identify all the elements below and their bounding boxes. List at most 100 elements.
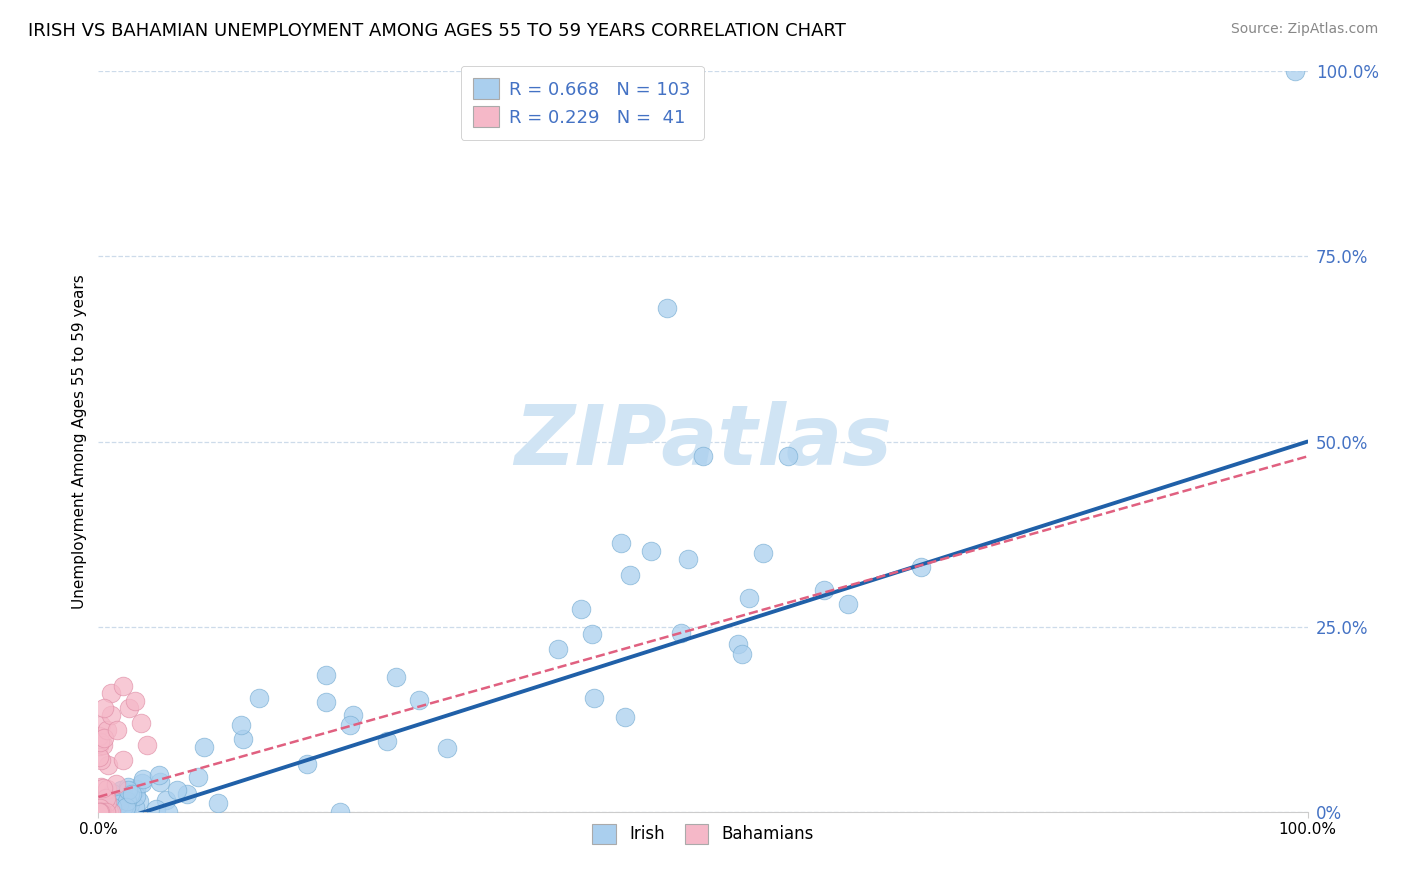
Point <box>90 804 112 818</box>
Point <box>676 551 699 566</box>
Point <box>93 731 115 745</box>
Point <box>342 708 364 723</box>
Point <box>87 799 110 814</box>
Point <box>155 792 177 806</box>
Point <box>752 546 775 560</box>
Point <box>105 800 128 814</box>
Point <box>124 694 146 708</box>
Point <box>124 800 146 814</box>
Point <box>105 805 128 819</box>
Point <box>93 805 115 819</box>
Point <box>98 805 121 819</box>
Point <box>110 782 132 797</box>
Point <box>125 781 148 796</box>
Point <box>89 805 111 819</box>
Point <box>87 739 110 753</box>
Point <box>107 797 129 812</box>
Point <box>117 782 139 797</box>
Point <box>91 793 114 807</box>
Point <box>90 718 112 732</box>
Point <box>96 782 118 797</box>
Point <box>229 718 252 732</box>
Point <box>125 789 148 804</box>
Point <box>89 805 111 819</box>
Point <box>98 805 121 819</box>
Point <box>610 536 633 550</box>
Point <box>738 591 761 606</box>
Point <box>91 738 114 752</box>
Point <box>94 805 117 819</box>
Point <box>776 450 799 464</box>
Point <box>118 787 141 801</box>
Point <box>89 749 111 764</box>
Point <box>111 753 134 767</box>
Point <box>375 734 398 748</box>
Point <box>91 805 114 819</box>
Point <box>89 805 111 819</box>
Point <box>100 800 122 814</box>
Point <box>90 805 112 819</box>
Point <box>89 805 111 819</box>
Point <box>640 544 662 558</box>
Point <box>87 805 110 819</box>
Point <box>111 783 134 797</box>
Point <box>547 641 569 656</box>
Point <box>187 770 209 784</box>
Point <box>93 780 115 795</box>
Point <box>100 805 122 819</box>
Point <box>100 708 122 723</box>
Point <box>581 626 603 640</box>
Point <box>90 780 112 794</box>
Point <box>207 797 229 811</box>
Point <box>111 805 134 819</box>
Legend: Irish, Bahamians: Irish, Bahamians <box>581 813 825 855</box>
Point <box>813 582 835 597</box>
Point <box>910 560 932 574</box>
Point <box>315 668 337 682</box>
Point <box>94 791 117 805</box>
Point <box>232 731 254 746</box>
Point <box>583 691 606 706</box>
Point <box>98 799 121 814</box>
Point <box>128 794 150 808</box>
Point <box>1284 64 1306 78</box>
Point <box>110 797 132 811</box>
Point <box>107 797 129 811</box>
Point <box>91 805 114 819</box>
Text: IRISH VS BAHAMIAN UNEMPLOYMENT AMONG AGES 55 TO 59 YEARS CORRELATION CHART: IRISH VS BAHAMIAN UNEMPLOYMENT AMONG AGE… <box>28 22 846 40</box>
Point <box>98 804 121 818</box>
Point <box>295 757 318 772</box>
Point <box>96 795 118 809</box>
Point <box>91 805 114 819</box>
Point <box>131 776 153 790</box>
Point <box>112 801 135 815</box>
Point <box>101 803 124 817</box>
Point <box>94 805 117 819</box>
Point <box>96 794 118 808</box>
Point <box>145 802 167 816</box>
Point <box>328 805 350 819</box>
Point <box>97 797 120 812</box>
Point <box>89 801 111 815</box>
Point <box>339 718 361 732</box>
Point <box>96 796 118 810</box>
Point <box>105 777 128 791</box>
Point <box>91 805 114 819</box>
Point <box>436 740 458 755</box>
Point <box>117 780 139 794</box>
Point <box>115 805 138 819</box>
Point <box>90 753 112 767</box>
Point <box>97 805 120 819</box>
Point <box>148 768 170 782</box>
Point <box>731 647 754 661</box>
Point <box>89 735 111 749</box>
Point <box>103 803 125 817</box>
Point <box>118 701 141 715</box>
Text: ZIPatlas: ZIPatlas <box>515 401 891 482</box>
Point <box>96 723 118 738</box>
Point <box>613 709 636 723</box>
Point <box>655 301 678 316</box>
Point <box>315 695 337 709</box>
Point <box>87 729 110 743</box>
Point <box>384 670 406 684</box>
